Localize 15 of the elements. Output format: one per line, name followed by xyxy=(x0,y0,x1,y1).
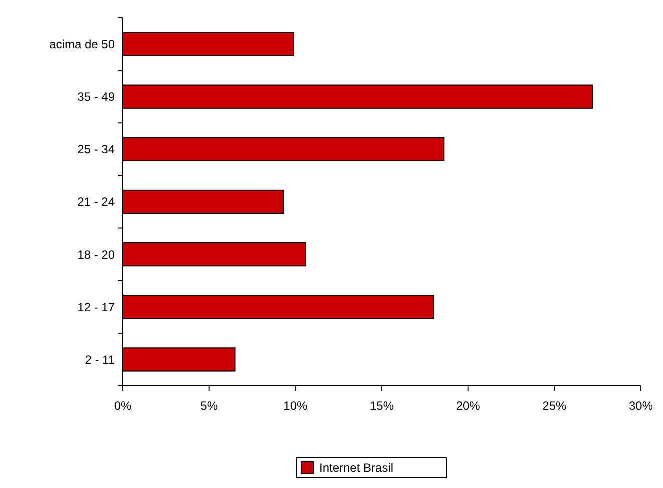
x-tick-label: 20% xyxy=(456,399,481,413)
y-tick-label: 25 - 34 xyxy=(78,142,116,157)
x-tick-label: 15% xyxy=(370,399,394,413)
y-tick-label: 21 - 24 xyxy=(78,195,116,210)
y-tick-label: acima de 50 xyxy=(50,37,116,52)
x-tick-label: 30% xyxy=(628,399,654,413)
y-tick-label: 12 - 17 xyxy=(78,300,116,314)
y-tick-label: 18 - 20 xyxy=(78,248,116,262)
y-tick-label: 35 - 49 xyxy=(78,90,116,104)
x-tick-label: 25% xyxy=(542,399,567,413)
legend-label: Internet Brasil xyxy=(320,461,394,476)
x-tick-label: 0% xyxy=(114,399,132,413)
y-tick-label: 2 - 11 xyxy=(85,352,116,367)
x-tick-label: 5% xyxy=(200,399,218,413)
x-tick-label: 10% xyxy=(284,399,308,413)
